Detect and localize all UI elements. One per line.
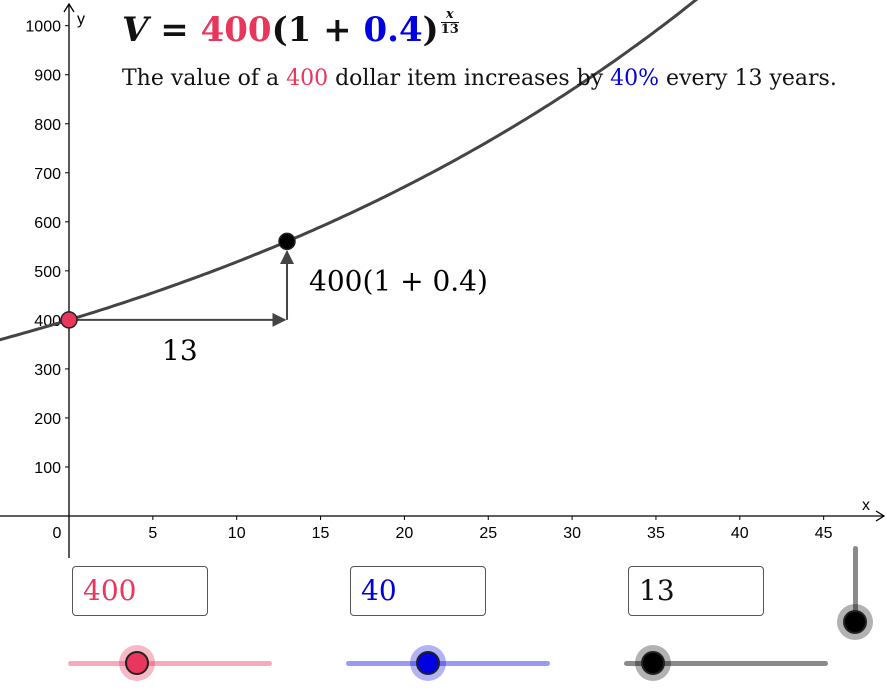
y-tick-label: 800 <box>34 117 61 134</box>
x-axis-label: x <box>862 497 870 514</box>
x-axis-arrow <box>875 510 886 522</box>
y-tick-label: 700 <box>34 166 61 183</box>
principal-input[interactable]: 400 <box>72 566 208 616</box>
formula-open: (1 + <box>271 10 364 50</box>
period-input[interactable]: 13 <box>628 566 764 616</box>
sentence-percent: 40% <box>610 66 660 91</box>
exponent-numerator: x <box>440 8 459 23</box>
formula-lhs: V <box>122 10 149 50</box>
rate-slider-track[interactable] <box>346 661 550 666</box>
description-sentence: The value of a 400 dollar item increases… <box>122 66 837 91</box>
x-tick-label: 20 <box>396 525 414 542</box>
rise-label: 400(1 + 0.4) <box>309 265 488 298</box>
x-tick-label: 40 <box>731 525 749 542</box>
sentence-part1: The value of a <box>122 66 287 91</box>
y-axis-arrow <box>63 2 75 13</box>
one-period-point[interactable] <box>278 232 296 251</box>
x-tick-label: 45 <box>815 525 833 542</box>
period-slider-track[interactable] <box>624 661 828 666</box>
y-tick-label: 300 <box>34 362 61 379</box>
x-tick-label: 5 <box>148 525 157 542</box>
x-tick-label: 0 <box>53 525 62 542</box>
formula-exponent: x 13 <box>440 8 459 37</box>
y-tick-label: 500 <box>34 264 61 281</box>
sentence-part2: dollar item increases by <box>328 66 611 91</box>
rate-input[interactable]: 40 <box>350 566 486 616</box>
period-slider-knob[interactable] <box>640 651 665 675</box>
run-label: 13 <box>162 334 198 367</box>
formula-principal: 400 <box>200 10 272 50</box>
y-tick-label: 600 <box>34 215 61 232</box>
formula-equals: = <box>160 10 189 50</box>
exponent-denominator: 13 <box>440 22 459 37</box>
y-axis-label: y <box>77 11 85 28</box>
x-tick-label: 30 <box>563 525 581 542</box>
initial-value-point[interactable] <box>60 311 78 329</box>
vertical-slider-knob[interactable] <box>843 610 867 634</box>
principal-slider-knob[interactable] <box>125 651 150 675</box>
y-tick-label: 200 <box>34 411 61 428</box>
y-tick-label: 900 <box>34 68 61 85</box>
graph-canvas[interactable]: 0 5 10 15 20 25 30 35 40 45 100 200 300 400 500 600 700 8… <box>0 0 887 560</box>
x-tick-label: 10 <box>228 525 246 542</box>
y-tick-label: 100 <box>34 460 61 477</box>
formula: V = 400(1 + 0.4) x 13 <box>122 8 459 56</box>
rate-slider-knob[interactable] <box>415 651 440 675</box>
formula-close: ) <box>422 10 439 50</box>
x-tick-label: 35 <box>647 525 665 542</box>
formula-rate: 0.4 <box>363 10 423 50</box>
x-tick-label: 25 <box>479 525 497 542</box>
principal-slider-track[interactable] <box>68 661 272 666</box>
vertical-slider-track[interactable] <box>853 546 858 622</box>
exponential-curve <box>0 0 699 342</box>
y-tick-label: 1000 <box>25 19 61 36</box>
x-tick-label: 15 <box>312 525 330 542</box>
sentence-principal: 400 <box>286 66 329 91</box>
sentence-part3: every 13 years. <box>659 66 837 91</box>
